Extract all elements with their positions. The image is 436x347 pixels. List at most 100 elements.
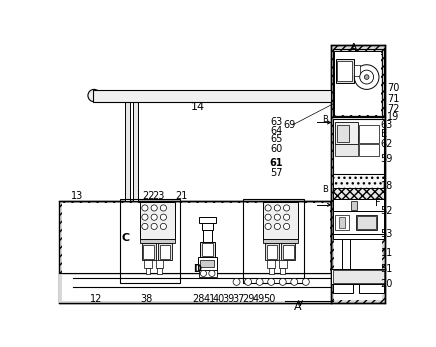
Text: 64: 64 xyxy=(270,126,283,136)
Text: A: A xyxy=(294,302,302,312)
Bar xyxy=(333,119,384,174)
Bar xyxy=(156,260,164,268)
Bar xyxy=(351,201,357,210)
Bar xyxy=(333,199,384,211)
Text: 28: 28 xyxy=(193,294,205,304)
Bar xyxy=(356,215,378,230)
Circle shape xyxy=(160,214,167,220)
Bar xyxy=(331,45,385,303)
Text: 18: 18 xyxy=(381,181,393,192)
Bar xyxy=(200,242,215,257)
Circle shape xyxy=(303,278,309,285)
Circle shape xyxy=(233,278,240,285)
Bar xyxy=(140,239,175,243)
Bar xyxy=(333,234,384,239)
Text: 23: 23 xyxy=(153,191,165,201)
Circle shape xyxy=(360,70,374,84)
Circle shape xyxy=(279,278,286,285)
Bar xyxy=(335,144,358,155)
Bar xyxy=(198,257,217,270)
Text: 51: 51 xyxy=(381,264,393,274)
Bar xyxy=(265,243,279,260)
Bar xyxy=(358,217,376,229)
Bar xyxy=(158,243,172,260)
Circle shape xyxy=(142,223,148,229)
Bar xyxy=(335,215,349,230)
Text: 40: 40 xyxy=(213,294,225,304)
Bar xyxy=(142,243,156,260)
Text: 71: 71 xyxy=(387,94,399,104)
Bar xyxy=(359,284,384,294)
Bar xyxy=(279,260,286,268)
Bar xyxy=(199,217,216,223)
Text: 41: 41 xyxy=(204,294,216,304)
Text: F: F xyxy=(375,198,381,208)
Circle shape xyxy=(283,205,290,211)
Circle shape xyxy=(283,214,290,220)
Bar xyxy=(263,239,298,243)
Bar xyxy=(339,217,345,228)
Circle shape xyxy=(160,205,167,211)
Bar xyxy=(333,49,384,117)
Bar xyxy=(144,260,152,268)
Text: 49: 49 xyxy=(253,294,265,304)
Circle shape xyxy=(151,223,157,229)
Bar xyxy=(333,211,384,234)
Bar xyxy=(146,268,150,274)
Text: 19: 19 xyxy=(387,112,399,122)
Bar xyxy=(59,273,331,303)
Text: 50: 50 xyxy=(263,294,276,304)
Circle shape xyxy=(265,223,271,229)
Bar xyxy=(143,245,154,259)
Text: 57: 57 xyxy=(270,168,283,178)
Bar xyxy=(120,200,181,283)
Text: C: C xyxy=(122,233,130,243)
Bar xyxy=(140,202,175,239)
Bar xyxy=(266,245,277,259)
Circle shape xyxy=(291,278,298,285)
Circle shape xyxy=(209,270,215,277)
Text: 60: 60 xyxy=(270,144,283,154)
Circle shape xyxy=(274,223,280,229)
Bar xyxy=(342,239,350,269)
Text: 62: 62 xyxy=(381,139,393,149)
Text: 22: 22 xyxy=(143,191,155,201)
Text: 20: 20 xyxy=(381,279,393,289)
Bar xyxy=(283,245,293,259)
Bar xyxy=(243,200,303,283)
Text: 12: 12 xyxy=(90,294,102,304)
Text: 38: 38 xyxy=(140,294,153,304)
Text: 53: 53 xyxy=(381,229,393,239)
Text: 29: 29 xyxy=(243,294,255,304)
Bar xyxy=(269,268,273,274)
Circle shape xyxy=(151,205,157,211)
Bar xyxy=(280,268,285,274)
Bar xyxy=(202,243,213,256)
Text: 59: 59 xyxy=(381,154,393,164)
Polygon shape xyxy=(59,201,331,303)
Bar xyxy=(199,270,217,277)
Bar xyxy=(133,102,138,201)
Bar xyxy=(359,125,379,143)
Bar xyxy=(336,59,354,83)
Text: 63: 63 xyxy=(381,120,393,130)
Text: 72: 72 xyxy=(387,104,399,115)
Circle shape xyxy=(283,223,290,229)
Circle shape xyxy=(245,278,252,285)
Circle shape xyxy=(160,223,167,229)
Bar xyxy=(62,275,330,301)
Bar xyxy=(267,260,275,268)
Circle shape xyxy=(354,65,379,90)
Bar xyxy=(334,49,382,301)
Circle shape xyxy=(88,90,100,102)
Text: 37: 37 xyxy=(232,294,244,304)
Bar xyxy=(337,125,349,142)
Bar xyxy=(157,268,162,274)
Bar xyxy=(281,243,295,260)
Circle shape xyxy=(265,205,271,211)
Circle shape xyxy=(364,75,369,79)
Bar xyxy=(93,90,331,102)
Text: 13: 13 xyxy=(71,191,83,201)
Text: 61: 61 xyxy=(269,158,283,168)
Bar xyxy=(333,188,384,199)
